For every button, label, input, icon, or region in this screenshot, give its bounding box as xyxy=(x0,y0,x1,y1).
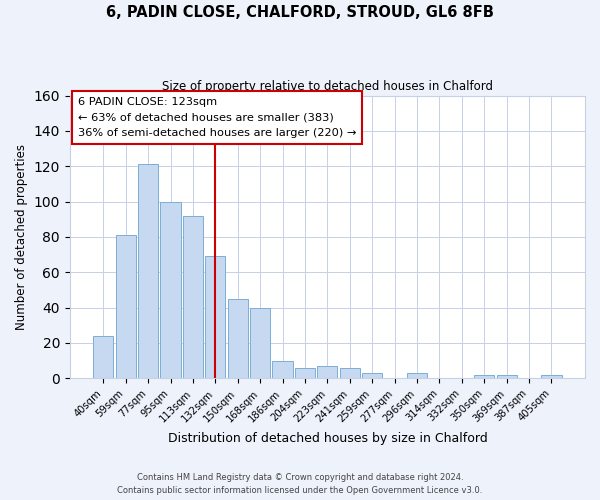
Bar xyxy=(116,235,136,378)
Bar xyxy=(250,308,270,378)
Bar xyxy=(497,375,517,378)
Bar xyxy=(183,216,203,378)
X-axis label: Distribution of detached houses by size in Chalford: Distribution of detached houses by size … xyxy=(167,432,487,445)
Text: 6, PADIN CLOSE, CHALFORD, STROUD, GL6 8FB: 6, PADIN CLOSE, CHALFORD, STROUD, GL6 8F… xyxy=(106,5,494,20)
Bar xyxy=(138,164,158,378)
Bar xyxy=(474,375,494,378)
Bar xyxy=(205,256,226,378)
Y-axis label: Number of detached properties: Number of detached properties xyxy=(15,144,28,330)
Bar xyxy=(93,336,113,378)
Bar xyxy=(340,368,360,378)
Bar xyxy=(295,368,315,378)
Bar xyxy=(160,202,181,378)
Bar xyxy=(541,375,562,378)
Bar xyxy=(407,373,427,378)
Text: Contains HM Land Registry data © Crown copyright and database right 2024.
Contai: Contains HM Land Registry data © Crown c… xyxy=(118,474,482,495)
Bar xyxy=(362,373,382,378)
Text: 6 PADIN CLOSE: 123sqm
← 63% of detached houses are smaller (383)
36% of semi-det: 6 PADIN CLOSE: 123sqm ← 63% of detached … xyxy=(77,97,356,138)
Title: Size of property relative to detached houses in Chalford: Size of property relative to detached ho… xyxy=(162,80,493,93)
Bar xyxy=(317,366,337,378)
Bar xyxy=(227,299,248,378)
Bar xyxy=(272,360,293,378)
